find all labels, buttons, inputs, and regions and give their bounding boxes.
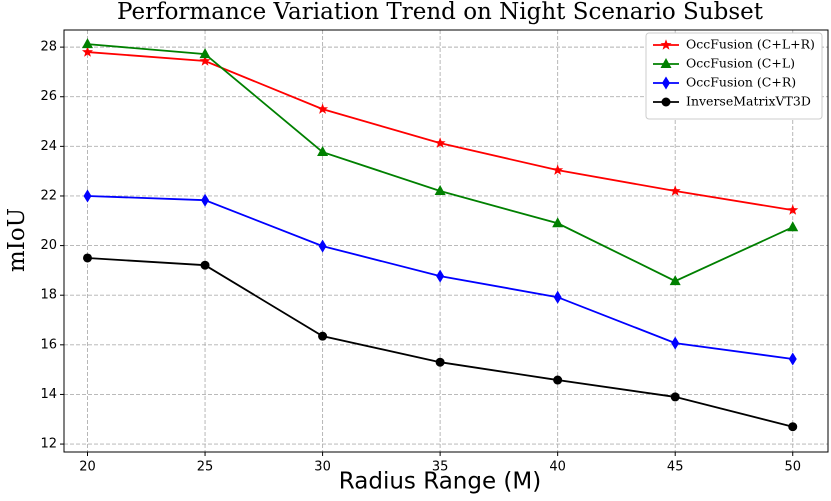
marker <box>200 260 210 270</box>
marker <box>434 137 446 148</box>
y-tick-label: 16 <box>40 337 57 352</box>
marker <box>552 217 564 228</box>
marker <box>669 185 681 196</box>
marker <box>83 189 92 203</box>
marker <box>317 103 329 114</box>
marker <box>660 39 672 50</box>
marker <box>199 48 211 59</box>
y-tick-label: 22 <box>40 188 57 203</box>
marker <box>317 146 329 157</box>
y-tick-label: 24 <box>40 139 57 154</box>
marker <box>670 392 680 402</box>
marker <box>199 55 211 66</box>
x-tick-label: 45 <box>667 460 684 475</box>
marker <box>669 275 681 286</box>
marker <box>318 331 328 341</box>
x-tick-label: 50 <box>784 460 801 475</box>
marker <box>662 76 670 90</box>
marker <box>787 221 799 232</box>
marker <box>83 253 93 263</box>
x-tick-label: 35 <box>432 460 449 475</box>
legend-label: InverseMatrixVT3D <box>686 94 811 109</box>
marker <box>434 185 446 196</box>
marker <box>787 204 799 215</box>
y-tick-label: 20 <box>40 238 57 253</box>
marker <box>552 164 564 175</box>
marker <box>435 357 445 367</box>
marker <box>661 97 671 107</box>
marker <box>553 375 563 385</box>
x-tick-label: 25 <box>197 460 214 475</box>
x-tick-label: 30 <box>314 460 331 475</box>
chart-title: Performance Variation Trend on Night Sce… <box>117 0 764 25</box>
marker <box>436 269 445 283</box>
marker <box>201 193 210 207</box>
y-tick-label: 18 <box>40 288 57 303</box>
plot-frame <box>63 29 829 453</box>
legend-label: OccFusion (C+L+R) <box>686 37 815 52</box>
marker <box>788 352 797 366</box>
marker <box>671 336 680 350</box>
legend-box <box>645 32 823 120</box>
marker <box>553 290 562 304</box>
marker <box>81 46 94 57</box>
y-tick-label: 26 <box>40 89 57 104</box>
marker <box>318 239 327 253</box>
marker <box>660 58 672 68</box>
y-tick-label: 28 <box>40 40 57 55</box>
x-tick-label: 20 <box>79 460 96 475</box>
legend-label: OccFusion (C+R) <box>686 75 796 90</box>
x-axis-label: Radius Range (M) <box>339 469 541 495</box>
marker <box>82 38 94 49</box>
marker <box>788 422 798 432</box>
legend-label: OccFusion (C+L) <box>686 56 795 71</box>
x-tick-label: 40 <box>549 460 566 475</box>
y-tick-label: 12 <box>40 437 57 452</box>
y-axis-label: mIoU <box>4 208 30 272</box>
y-tick-label: 14 <box>40 387 57 402</box>
